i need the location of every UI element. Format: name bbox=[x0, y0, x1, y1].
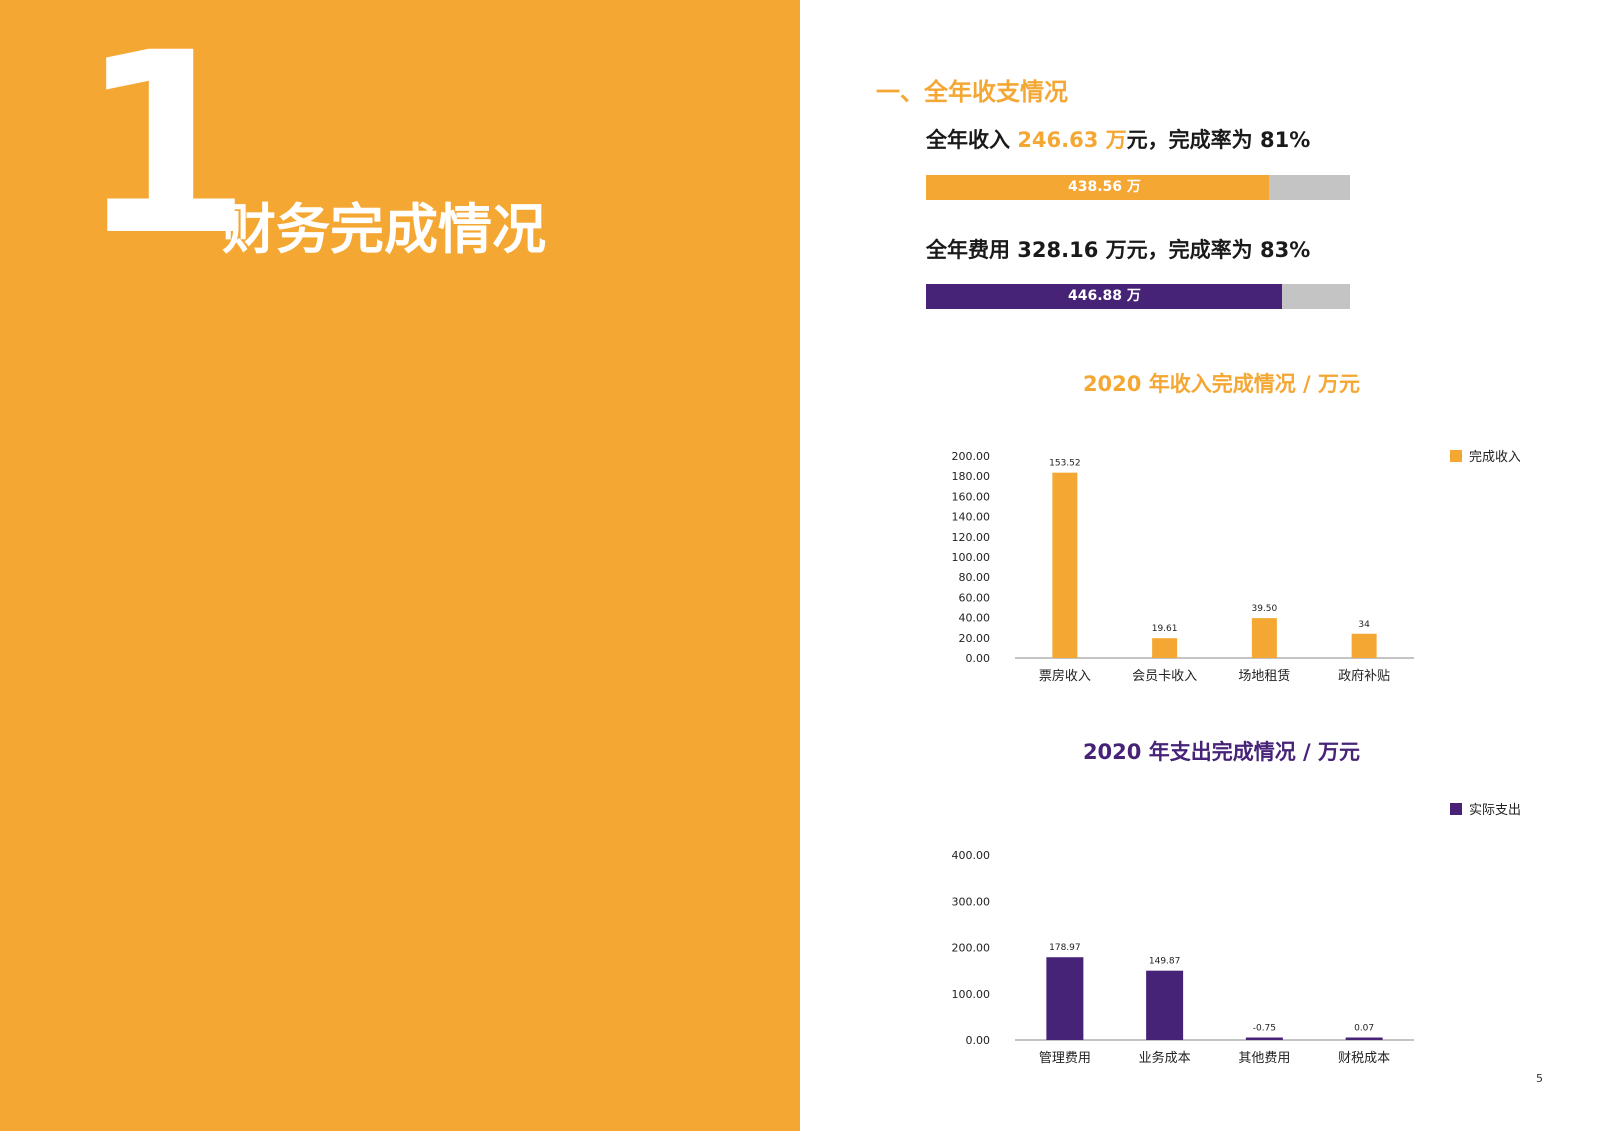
expense-y-tick-label: 300.00 bbox=[952, 895, 991, 908]
income-summary-suffix: 元，完成率为 81% bbox=[1126, 128, 1311, 152]
income-bar bbox=[1351, 633, 1377, 658]
expense-bar bbox=[1146, 970, 1184, 1040]
income-y-tick-label: 80.00 bbox=[959, 571, 991, 584]
income-y-tick-label: 140.00 bbox=[952, 511, 991, 524]
income-legend-swatch bbox=[1450, 450, 1462, 462]
section-title: 一、全年收支情况 bbox=[876, 78, 1068, 106]
expense-progress-track: 446.88 万 bbox=[926, 284, 1350, 309]
income-legend-label: 完成收入 bbox=[1469, 450, 1520, 465]
income-category-label: 票房收入 bbox=[1039, 668, 1091, 684]
expense-category-label: 业务成本 bbox=[1139, 1050, 1191, 1065]
income-progress-track: 438.56 万 bbox=[926, 175, 1350, 200]
income-summary-line: 全年收入 246.63 万元，完成率为 81% bbox=[926, 124, 1310, 154]
expense-bar bbox=[1345, 1037, 1383, 1040]
expense-chart: 0.00 100.00 200.00 300.00 400.00 178.97 管理费用 14… bbox=[952, 803, 1520, 1065]
income-bar bbox=[1152, 638, 1178, 658]
income-y-tick-label: 160.00 bbox=[952, 490, 991, 503]
chapter-title: 财务完成情况 bbox=[222, 198, 546, 261]
income-y-tick-label: 180.00 bbox=[952, 470, 991, 483]
expense-y-tick-label: 200.00 bbox=[952, 942, 991, 955]
expense-progress-label: 446.88 万 bbox=[1068, 288, 1141, 304]
income-category-label: 会员卡收入 bbox=[1132, 669, 1197, 684]
income-bar bbox=[1251, 618, 1277, 658]
income-data-label: 19.61 bbox=[1152, 624, 1178, 634]
income-bar bbox=[1052, 472, 1078, 658]
page-number: 5 bbox=[1536, 1072, 1543, 1085]
expense-chart-title: 2020 年支出完成情况 / 万元 bbox=[1082, 740, 1360, 764]
expense-data-label: 178.97 bbox=[1049, 943, 1081, 953]
income-category-label: 政府补贴 bbox=[1338, 669, 1390, 684]
income-data-label: 34 bbox=[1358, 620, 1370, 630]
income-y-tick-label: 120.00 bbox=[952, 531, 991, 544]
expense-data-label: -0.75 bbox=[1253, 1024, 1276, 1034]
expense-summary-line: 全年费用 328.16 万元，完成率为 83% bbox=[926, 238, 1311, 262]
income-category-label: 场地租赁 bbox=[1238, 669, 1290, 684]
chapter-number: 1 bbox=[78, 0, 252, 290]
expense-data-label: 149.87 bbox=[1149, 957, 1181, 967]
income-y-tick-label: 20.00 bbox=[959, 632, 991, 645]
expense-category-label: 其他费用 bbox=[1238, 1051, 1290, 1065]
expense-data-label: 0.07 bbox=[1354, 1024, 1374, 1034]
income-data-label: 153.52 bbox=[1049, 459, 1081, 469]
income-y-tick-label: 100.00 bbox=[952, 551, 991, 564]
expense-y-tick-label: 0.00 bbox=[966, 1034, 991, 1047]
income-y-tick-label: 40.00 bbox=[959, 612, 991, 625]
expense-progress-fill bbox=[926, 284, 1283, 309]
income-chart-title: 2020 年收入完成情况 / 万元 bbox=[1082, 372, 1360, 396]
expense-category-label: 管理费用 bbox=[1039, 1051, 1091, 1065]
expense-y-tick-label: 100.00 bbox=[952, 988, 991, 1001]
expense-legend-swatch bbox=[1450, 803, 1462, 815]
expense-category-label: 财税成本 bbox=[1338, 1051, 1390, 1065]
expense-legend-label: 实际支出 bbox=[1469, 803, 1520, 818]
income-y-tick-label: 60.00 bbox=[959, 591, 991, 604]
income-chart: 0.00 20.00 40.00 60.00 80.00 100.00 120.00 140.… bbox=[952, 450, 1520, 684]
income-progress-fill bbox=[926, 175, 1270, 200]
income-summary-value: 246.63 万 bbox=[1017, 128, 1127, 152]
expense-bar bbox=[1046, 957, 1084, 1040]
income-y-tick-label: 0.00 bbox=[966, 652, 991, 665]
income-summary-prefix: 全年收入 bbox=[926, 128, 1018, 152]
income-y-tick-label: 200.00 bbox=[952, 450, 991, 463]
income-data-label: 39.50 bbox=[1251, 604, 1277, 614]
expense-y-tick-label: 400.00 bbox=[952, 849, 991, 862]
expense-bar bbox=[1245, 1037, 1283, 1040]
chapter-cover-panel: 1 财务完成情况 bbox=[0, 0, 800, 1131]
income-progress-label: 438.56 万 bbox=[1068, 179, 1141, 195]
